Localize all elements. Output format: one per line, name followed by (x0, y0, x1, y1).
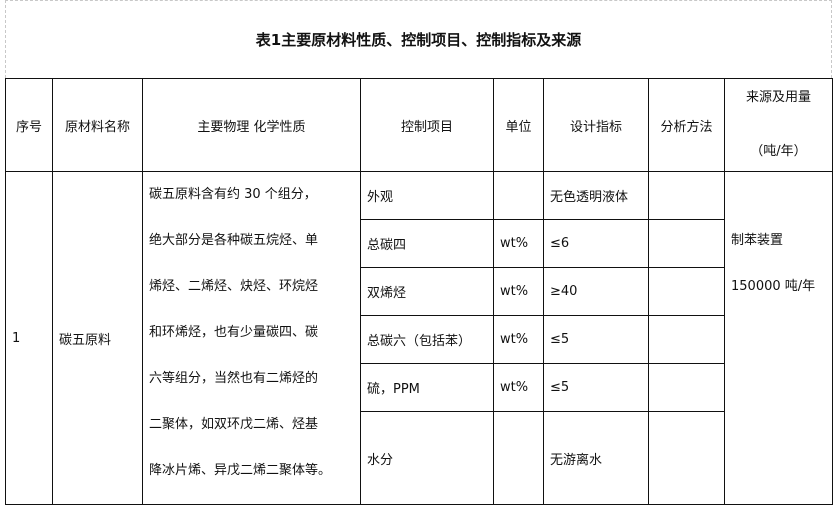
control-method (648, 411, 725, 505)
properties-line: 绝大部分是各种碳五烷烃、单 (149, 233, 319, 248)
header-source: 来源及用量 （吨/年） (724, 78, 833, 172)
control-item: 硫，PPM (360, 363, 494, 413)
control-index: ≤5 (543, 315, 649, 365)
header-source-line2: （吨/年） (750, 144, 807, 159)
materials-table: 序号 原材料名称 主要物理 化学性质 控制项目 单位 设计指标 分析方法 来源及… (5, 78, 833, 505)
properties-line: 降冰片烯、异戊二烯二聚体等。 (149, 463, 332, 478)
control-method (648, 315, 725, 365)
table-row: 1 碳五原料 碳五原料含有约 30 个组分， 绝大部分是各种碳五烷烃、单 烯烃、… (5, 170, 833, 505)
properties-line: 烯烃、二烯烃、炔烃、环烷烃 (149, 279, 319, 294)
table-row: 硫，PPM wt% ≤5 (6, 363, 833, 413)
table-row: 双烯烃 wt% ≥40 (6, 267, 833, 317)
control-item: 总碳四 (360, 219, 494, 269)
control-unit: wt% (493, 363, 544, 413)
control-item: 总碳六（包括苯） (360, 315, 494, 365)
table-row: 总碳四 wt% ≤6 (6, 219, 833, 269)
control-index: 无色透明液体 (543, 170, 649, 221)
control-index: ≤5 (543, 363, 649, 413)
header-material: 原材料名称 (52, 78, 143, 172)
cell-source: 制苯装置 150000 吨/年 (724, 171, 833, 505)
table-title: 表1主要原材料性质、控制项目、控制指标及来源 (255, 31, 582, 49)
properties-line: 和环烯烃，也有少量碳四、碳 (149, 325, 319, 340)
control-method (648, 363, 725, 413)
control-unit (493, 411, 544, 505)
properties-line: 六等组分，当然也有二烯烃的 (149, 371, 319, 386)
cell-material: 碳五原料 (52, 171, 143, 505)
control-unit: wt% (493, 267, 544, 317)
cell-properties: 碳五原料含有约 30 个组分， 绝大部分是各种碳五烷烃、单 烯烃、二烯烃、炔烃、… (142, 171, 361, 505)
table-row: 总碳六（包括苯） wt% ≤5 (6, 315, 833, 365)
header-design-index: 设计指标 (543, 78, 649, 172)
control-unit: wt% (493, 219, 544, 269)
header-unit: 单位 (493, 78, 544, 172)
header-row: 序号 原材料名称 主要物理 化学性质 控制项目 单位 设计指标 分析方法 来源及… (5, 78, 833, 172)
header-properties: 主要物理 化学性质 (142, 78, 361, 172)
header-control-item: 控制项目 (360, 78, 494, 172)
control-index: 无游离水 (543, 411, 649, 505)
control-index: ≤6 (543, 219, 649, 269)
control-item: 水分 (360, 411, 494, 505)
properties-line: 碳五原料含有约 30 个组分， (149, 187, 317, 202)
properties-line: 二聚体，如双环戊二烯、烃基 (149, 417, 319, 432)
source-line: 制苯装置 (731, 233, 784, 248)
control-method (648, 267, 725, 317)
table-row: 水分 无游离水 (6, 411, 833, 505)
control-item: 外观 (360, 170, 494, 221)
control-unit: wt% (493, 315, 544, 365)
control-item: 双烯烃 (360, 267, 494, 317)
header-seq: 序号 (5, 78, 53, 172)
title-area: 表1主要原材料性质、控制项目、控制指标及来源 (5, 0, 832, 78)
source-line: 150000 吨/年 (731, 279, 816, 294)
header-analysis-method: 分析方法 (648, 78, 725, 172)
control-unit (493, 170, 544, 221)
control-method (648, 170, 725, 221)
header-source-line1: 来源及用量 (745, 90, 811, 105)
control-index: ≥40 (543, 267, 649, 317)
control-method (648, 219, 725, 269)
cell-seq: 1 (5, 171, 53, 505)
